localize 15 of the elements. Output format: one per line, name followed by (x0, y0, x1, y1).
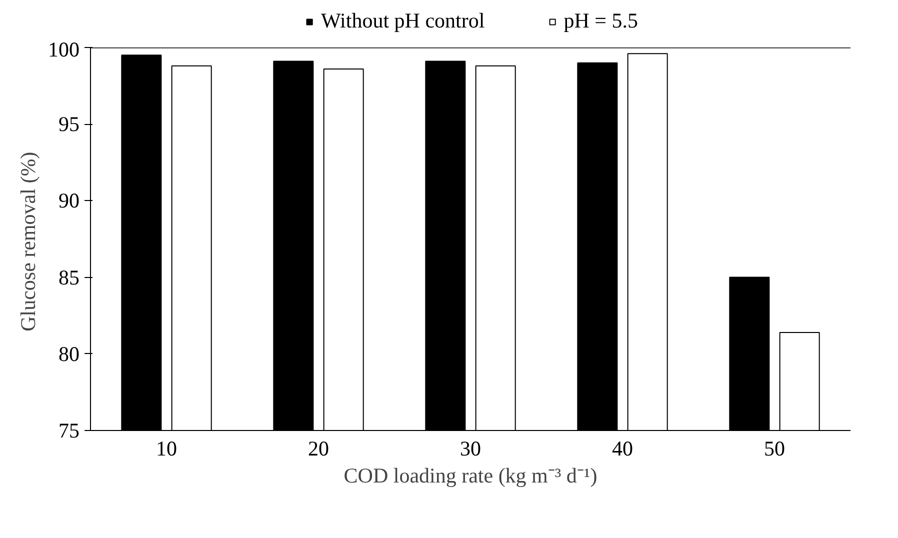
legend-label: Without pH control (321, 8, 485, 34)
y-axis-title: Glucose removal (%) (16, 152, 40, 332)
y-tick-label: 100 (48, 38, 80, 62)
y-tick-label: 75 (58, 418, 80, 442)
y-tick-label: 90 (58, 188, 80, 213)
y-tick-label: 95 (58, 112, 80, 136)
x-tick-label: 40 (612, 436, 633, 460)
x-axis-title: COD loading rate (kg m⁻³ d⁻¹) (344, 464, 598, 488)
legend-label: pH = 5.5 (564, 8, 638, 34)
x-tick-label: 20 (308, 436, 329, 460)
y-tick-label: 80 (58, 342, 80, 366)
x-tick-label: 30 (460, 436, 481, 460)
x-tick-label: 50 (764, 436, 785, 460)
x-tick-label: 10 (156, 436, 177, 460)
y-tick-label: 85 (58, 265, 80, 290)
